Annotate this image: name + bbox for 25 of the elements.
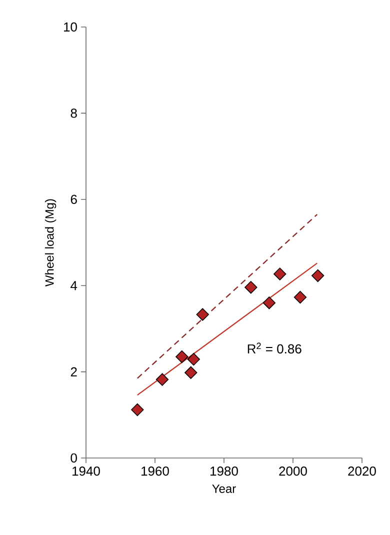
x-tick-label: 2000: [279, 466, 307, 476]
point: [196, 308, 209, 321]
point: [156, 373, 169, 386]
x-tick-label: 2020: [348, 466, 376, 476]
point: [262, 296, 276, 310]
x-tick-label: 1940: [72, 466, 100, 476]
y-tick-label: 6: [70, 194, 77, 204]
point: [131, 403, 144, 416]
y-tick-label: 10: [64, 22, 77, 32]
x-tick-label: 1960: [142, 466, 169, 476]
x-axis-title: Year: [212, 484, 236, 493]
point: [187, 352, 200, 366]
point: [274, 268, 286, 280]
x-tick-label: 1980: [210, 466, 238, 476]
y-axis-title: Wheel load (Mg): [44, 199, 56, 286]
y-tick-label: 4: [70, 281, 78, 290]
point: [184, 366, 198, 379]
point: [311, 269, 324, 282]
y-tick-label: 8: [70, 108, 77, 118]
point: [176, 350, 188, 364]
point: [294, 290, 307, 304]
y-tick-label: 0: [70, 453, 77, 463]
annotation: R$^{2}$ = 0.86: [248, 342, 302, 354]
point: [244, 280, 258, 294]
y-tick-label: 2: [70, 367, 77, 376]
